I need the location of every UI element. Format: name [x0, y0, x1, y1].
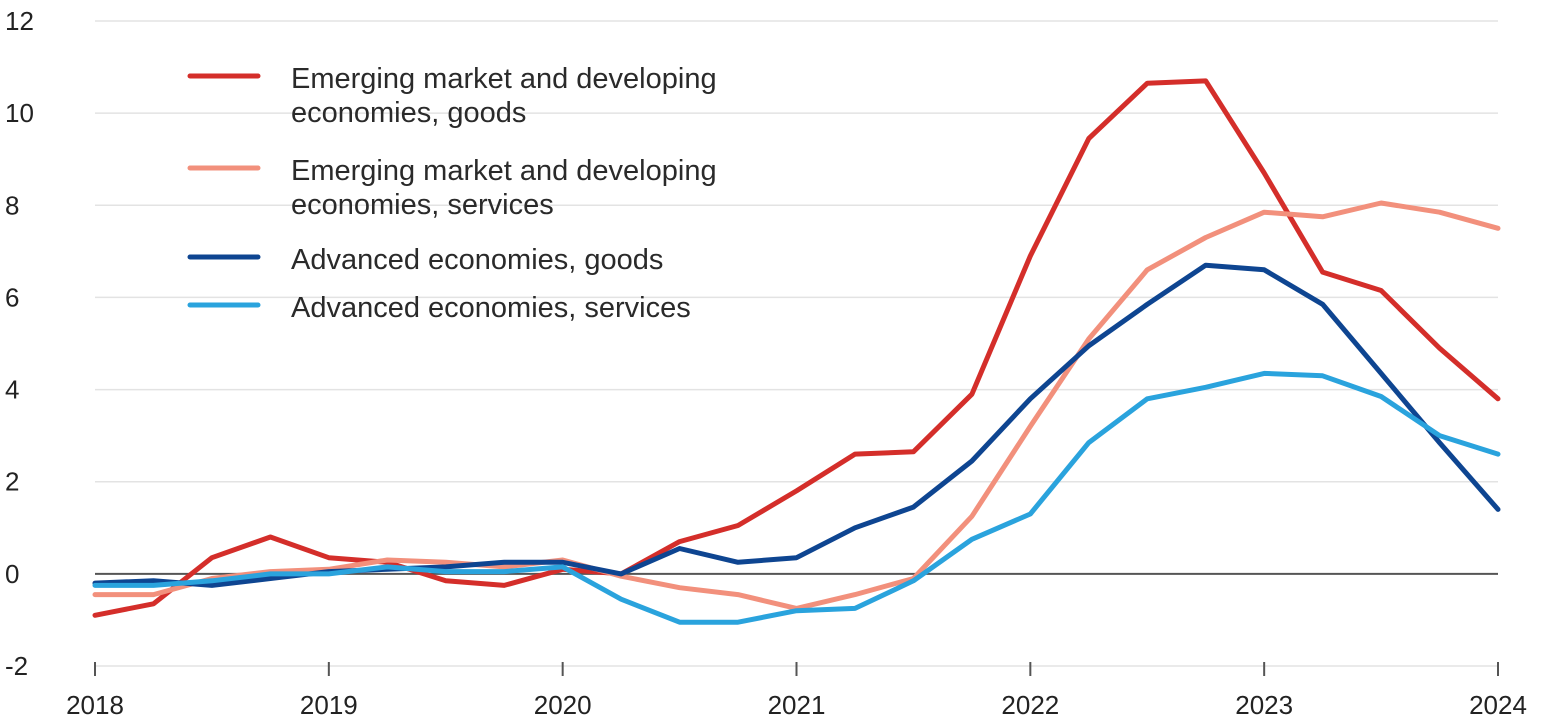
legend-label-1: Emerging market and developing — [291, 63, 717, 95]
legend-label-1: economies, goods — [291, 97, 526, 129]
legend-label-2: Emerging market and developing — [291, 155, 717, 187]
y-tick-label: 0 — [5, 559, 19, 589]
x-tick-label: 2020 — [534, 690, 592, 720]
y-tick-label: 10 — [5, 98, 34, 128]
x-tick-label: 2018 — [66, 690, 124, 720]
y-tick-label: 8 — [5, 190, 19, 220]
series-lines — [92, 78, 1501, 625]
y-tick-label: -2 — [5, 651, 28, 681]
x-tick-label: 2019 — [300, 690, 358, 720]
x-tick-label: 2023 — [1235, 690, 1293, 720]
series-line-1 — [92, 78, 1501, 618]
series-line-4 — [92, 370, 1501, 625]
legend-label-3: Advanced economies, goods — [291, 244, 663, 276]
legend-label-4: Advanced economies, services — [291, 292, 691, 324]
y-tick-label: 6 — [5, 282, 19, 312]
legend-label-2: economies, services — [291, 189, 554, 221]
y-tick-label: 4 — [5, 375, 19, 405]
x-tick-label: 2021 — [768, 690, 826, 720]
x-tick-label: 2024 — [1469, 690, 1527, 720]
x-tick-label: 2022 — [1001, 690, 1059, 720]
y-tick-label: 12 — [5, 6, 34, 36]
y-tick-label: 2 — [5, 467, 19, 497]
legend: Emerging market and developingeconomies,… — [187, 63, 717, 324]
